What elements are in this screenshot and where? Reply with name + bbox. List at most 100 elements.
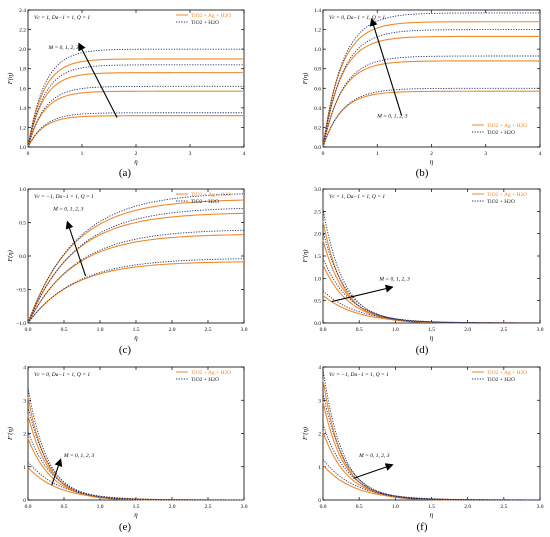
legend-label: TiO2 + H2O xyxy=(191,199,219,205)
param-label: Vc = 0, Da−1 = 1, Q = 1 xyxy=(34,372,90,378)
x-tick-label: 2 xyxy=(135,151,138,157)
series-line xyxy=(322,369,540,501)
panel-caption: (b) xyxy=(416,167,429,179)
series-line xyxy=(27,58,244,148)
y-tick-label: 0.4 xyxy=(314,106,321,112)
series-line xyxy=(322,431,540,501)
x-tick-label: 0.0 xyxy=(320,504,327,510)
x-tick-label: 0.5 xyxy=(356,327,363,333)
y-tick-label: 1.4 xyxy=(314,8,321,14)
trend-arrow xyxy=(65,220,87,277)
x-tick-label: 0.5 xyxy=(61,327,68,333)
trend-arrow xyxy=(353,463,394,479)
trend-arrow xyxy=(78,42,118,118)
x-tick-label: 0 xyxy=(322,151,325,157)
x-tick-label: 2.5 xyxy=(205,504,212,510)
y-axis-label: F′(η) xyxy=(302,250,309,264)
panel-caption: (c) xyxy=(119,344,132,356)
panel-b: 0 1 2 3 4 0.0 0.2 0.4 0.6 0.8 1.0 1.2 1.4 F(η) η M = 0,… xyxy=(302,8,542,179)
x-tick-label: 2.0 xyxy=(169,327,176,333)
series-line xyxy=(27,438,244,501)
x-tick-label: 3.0 xyxy=(241,504,248,510)
x-tick-label: 2.5 xyxy=(205,327,212,333)
param-label: Vc = −1, Da−1 = 1, Q = 1 xyxy=(34,194,94,200)
y-tick-label: 3 xyxy=(23,398,26,404)
y-tick-label: 1.0 xyxy=(314,47,321,53)
trend-arrow xyxy=(51,458,63,486)
series-line xyxy=(322,87,540,148)
plot-frame xyxy=(27,366,245,501)
x-axis-label: η xyxy=(430,334,434,342)
x-axis-label: η xyxy=(134,334,138,342)
series-line xyxy=(322,55,540,148)
panel-caption: (f) xyxy=(417,521,428,533)
series-line xyxy=(322,258,540,324)
y-tick-label: 2.0 xyxy=(19,47,26,53)
y-tick-label: 3 xyxy=(318,398,321,404)
y-tick-label: 1.5 xyxy=(314,254,321,260)
y-tick-label: 2.5 xyxy=(314,209,321,215)
panel-e: 0.0 0.5 1.0 1.5 2.0 2.5 3.0 0 1 2 3 4 F′(η) η M = 0, 1… xyxy=(7,365,248,533)
y-tick-label: 0.2 xyxy=(314,125,321,131)
series-line xyxy=(27,199,245,324)
series-line xyxy=(27,261,245,324)
series-line xyxy=(27,431,244,501)
y-tick-label: 0.0 xyxy=(19,254,26,260)
series-line xyxy=(27,115,244,148)
x-tick-label: 1.5 xyxy=(428,327,435,333)
trend-arrow xyxy=(369,17,403,116)
series-line xyxy=(322,459,540,501)
arrow-label: M = 0, 1, 2, 3 xyxy=(48,45,80,51)
series-line xyxy=(27,234,245,324)
legend-label: TiO2 + Ag + H2O xyxy=(487,123,527,129)
panel-c: 0.0 0.5 1.0 1.5 2.0 2.5 3.0 −1.0 −0.5 0.0 0.5 1.0 F(… xyxy=(7,187,248,356)
y-tick-label: 2 xyxy=(23,432,26,438)
y-tick-label: 1 xyxy=(23,465,26,471)
arrow-label: M = 0, 1, 2, 3 xyxy=(52,206,84,212)
series-line xyxy=(322,221,540,324)
series-line xyxy=(322,392,540,501)
x-tick-label: 2.5 xyxy=(500,504,507,510)
x-tick-label: 0.0 xyxy=(25,504,32,510)
param-label: Vc = −1, Da−1 = 1, Q = 1 xyxy=(329,372,389,378)
arrow-label: M = 0, 1, 2, 3 xyxy=(358,453,390,459)
panel-caption: (a) xyxy=(119,167,132,179)
x-tick-label: 4 xyxy=(243,151,246,157)
y-tick-label: 0.0 xyxy=(314,145,321,151)
x-tick-label: 0 xyxy=(27,151,30,157)
x-tick-label: 3.0 xyxy=(241,327,248,333)
y-tick-label: 0.5 xyxy=(314,299,321,305)
y-tick-label: −1.0 xyxy=(16,321,26,327)
y-tick-label: 0.5 xyxy=(19,221,26,227)
series-line xyxy=(27,258,245,324)
legend-label: TiO2 + H2O xyxy=(191,20,219,26)
series-line xyxy=(27,112,244,148)
series-line xyxy=(27,415,244,501)
x-tick-label: 1 xyxy=(81,151,84,157)
series-line xyxy=(322,231,540,324)
x-tick-label: 1.0 xyxy=(392,327,399,333)
panel-d: 0.0 0.5 1.0 1.5 2.0 2.5 3.0 0.0 0.5 1.0 1.5 2.0 2.5 3… xyxy=(302,187,544,356)
series-line xyxy=(27,64,244,148)
series-line xyxy=(27,85,244,148)
x-tick-label: 1 xyxy=(376,151,379,157)
x-axis-label: η xyxy=(430,511,434,519)
y-tick-label: 1.0 xyxy=(19,145,26,151)
series-line xyxy=(322,29,540,148)
series-line xyxy=(322,12,540,148)
x-tick-label: 0.0 xyxy=(25,327,32,333)
trend-arrow xyxy=(331,284,394,303)
legend-label: TiO2 + Ag + H2O xyxy=(191,370,231,376)
y-tick-label: 2.2 xyxy=(19,28,26,34)
y-tick-label: 1 xyxy=(318,465,321,471)
x-tick-label: 1.0 xyxy=(97,504,104,510)
x-tick-label: 1.0 xyxy=(97,327,104,333)
x-tick-label: 3.0 xyxy=(537,504,544,510)
y-tick-label: 0.6 xyxy=(314,86,321,92)
x-axis-label: η xyxy=(430,158,434,166)
y-axis-label: F(η) xyxy=(7,250,14,263)
arrow-label: M = 0, 1, 2, 3 xyxy=(378,277,410,283)
legend-label: TiO2 + Ag + H2O xyxy=(191,192,231,198)
series-line xyxy=(27,212,245,324)
y-tick-label: 2.4 xyxy=(19,8,26,14)
